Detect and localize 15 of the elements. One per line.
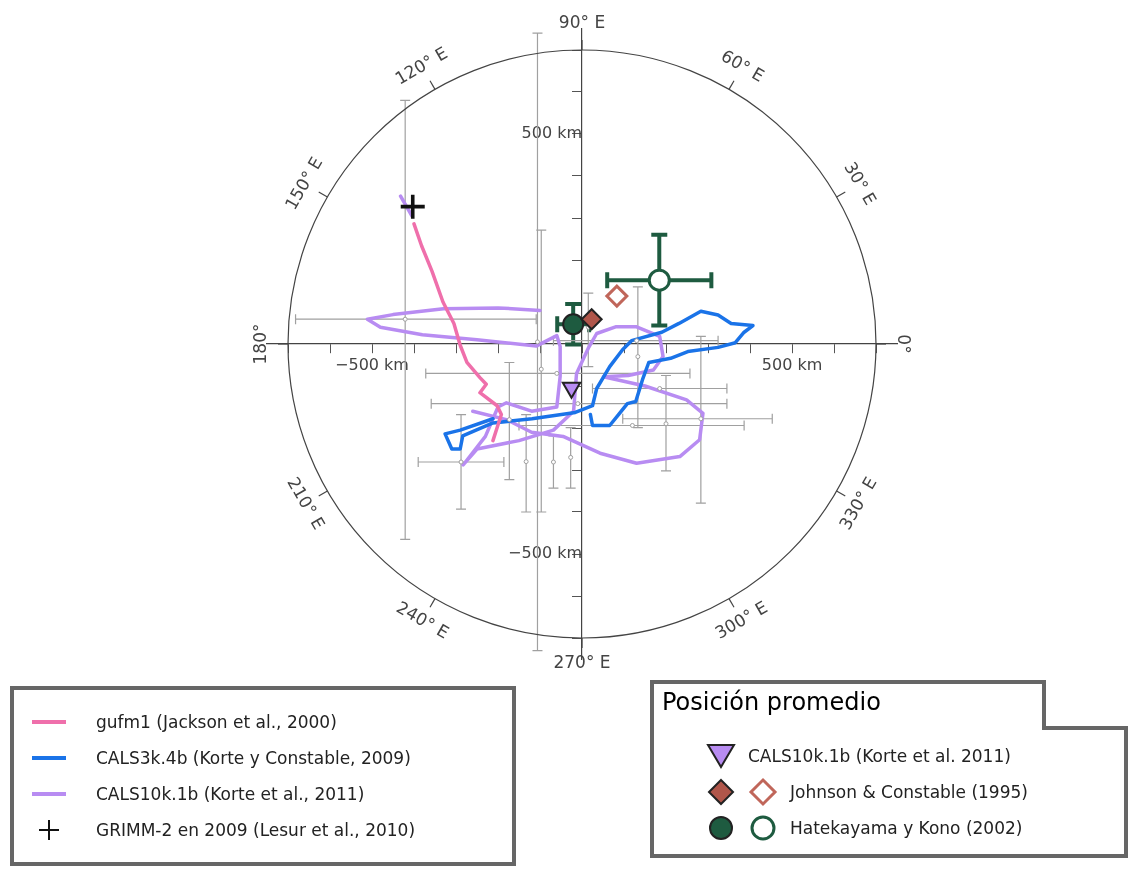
annotation: 60° E (717, 45, 768, 86)
legend-label: CALS3k.4b (Korte y Constable, 2009) (96, 748, 411, 768)
legend-label: GRIMM-2 en 2009 (Lesur et al., 2010) (96, 820, 416, 840)
annotation: 270° E (553, 652, 611, 673)
legend-label: Johnson & Constable (1995) (790, 782, 1028, 802)
annotation: 30° E (840, 158, 881, 209)
legend-label: Hatekayama y Kono (2002) (790, 818, 1023, 838)
legend-title: Posición promedio (650, 680, 1046, 730)
legend-label: CALS10k.1b (Korte et al. 2011) (748, 746, 1011, 766)
annotation: 240° E (393, 596, 453, 643)
annotation: 0° (893, 334, 914, 354)
annotation: 90° E (558, 12, 606, 33)
legend-label: CALS10k.1b (Korte et al., 2011) (96, 784, 365, 804)
legend-label: gufm1 (Jackson et al., 2000) (96, 712, 337, 732)
annotation: 180° (250, 323, 271, 365)
